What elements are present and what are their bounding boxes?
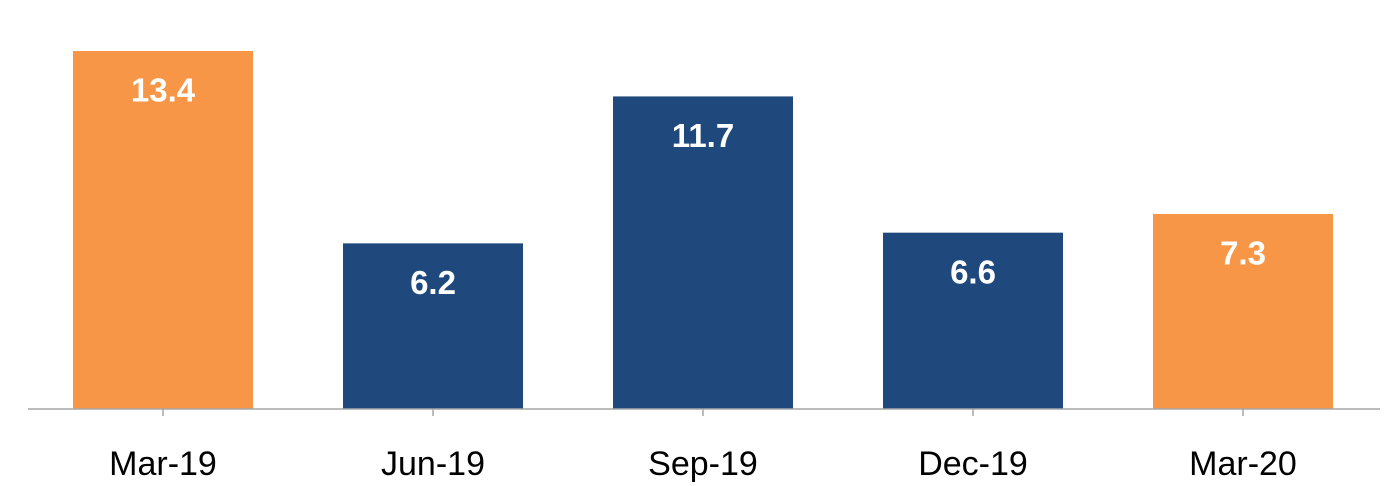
bar [73,51,253,409]
x-tick-label: Dec-19 [918,445,1028,483]
bar [343,243,523,409]
x-tick-label: Sep-19 [648,445,758,483]
bar [883,232,1063,409]
x-tick-label: Mar-20 [1189,445,1297,483]
x-tick-label: Jun-19 [381,445,485,483]
bar [1153,213,1333,409]
value-label: 11.7 [672,117,734,154]
bar [613,96,793,409]
value-label: 6.6 [950,253,996,290]
value-label: 13.4 [131,72,196,109]
value-label: 6.2 [410,264,456,301]
x-tick-label: Mar-19 [109,445,217,483]
value-label: 7.3 [1220,235,1266,272]
